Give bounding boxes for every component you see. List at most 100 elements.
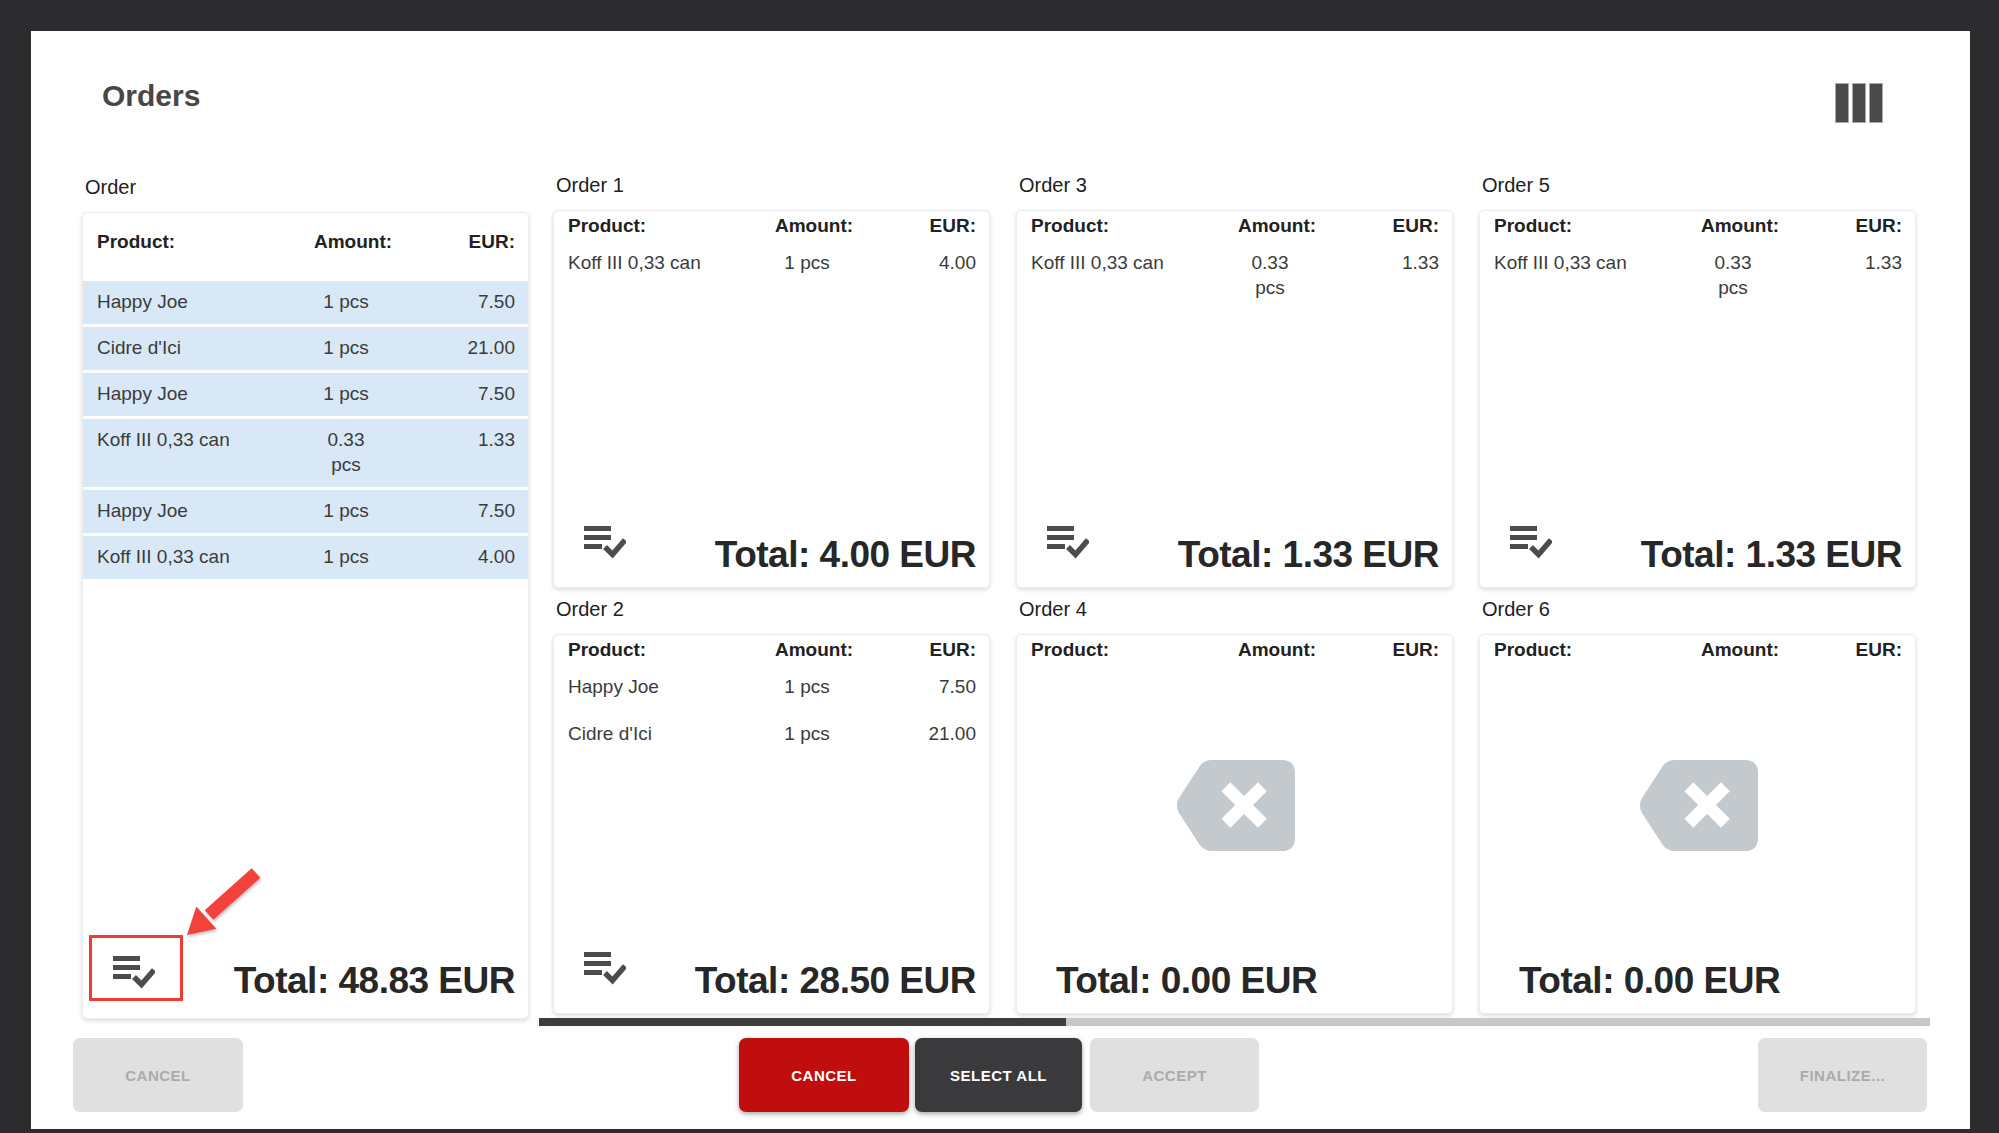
order-total: Total: 0.00 EUR	[1510, 962, 1902, 1000]
order-item-amt: 1 pcs	[314, 535, 378, 581]
order-total: Total: 48.83 EUR	[155, 962, 515, 1000]
order-card[interactable]: Product: Amount: EUR:	[1479, 634, 1916, 1014]
order-items-table: Product: Amount: EUR: Happy Joe1 pcs7.50…	[83, 213, 528, 582]
order-item-eur: 4.00	[378, 535, 528, 581]
order-item-row[interactable]: Happy Joe1 pcs7.50	[554, 668, 989, 715]
order-cell: Order 2 Product: Amount: EUR: Happy Joe1…	[553, 597, 990, 1014]
order-item-prod: Koff III 0,33 can	[554, 244, 775, 291]
order-card[interactable]: Product: Amount: EUR: Koff III 0,33 can1…	[553, 210, 990, 588]
accept-button[interactable]: ACCEPT	[1090, 1038, 1259, 1112]
col-header-eur: EUR:	[839, 635, 989, 668]
col-header-amount: Amount:	[775, 635, 839, 668]
col-header-amount: Amount:	[1238, 211, 1302, 244]
order-item-row[interactable]: Happy Joe1 pcs7.50	[83, 372, 528, 418]
col-header-eur: EUR:	[1765, 211, 1915, 244]
order-item-eur: 7.50	[839, 668, 989, 715]
table-header-row: Product: Amount: EUR:	[83, 213, 528, 281]
order-item-prod: Cidre d'Ici	[554, 715, 775, 762]
order-item-row[interactable]: Happy Joe1 pcs7.50	[83, 281, 528, 326]
order-item-eur: 21.00	[378, 326, 528, 372]
order-cell: Order 1 Product: Amount: EUR: Koff III 0…	[553, 173, 990, 588]
order-label: Order	[82, 175, 529, 199]
col-header-product: Product:	[1480, 211, 1701, 244]
order-label: Order 3	[1016, 173, 1453, 197]
col-header-amount: Amount:	[1701, 635, 1765, 668]
checklist-icon	[1047, 524, 1089, 560]
order-total: Total: 28.50 EUR	[626, 962, 976, 1000]
order-item-amt: 1 pcs	[314, 326, 378, 372]
order-cell: Order 3 Product: Amount: EUR: Koff III 0…	[1016, 173, 1453, 588]
select-all-button[interactable]: SELECT ALL	[915, 1038, 1082, 1112]
col-header-product: Product:	[83, 213, 314, 281]
checklist-icon	[584, 524, 626, 560]
order-item-amt: 1 pcs	[314, 281, 378, 326]
col-header-amount: Amount:	[1238, 635, 1302, 668]
clear-x-icon	[1175, 759, 1295, 852]
horizontal-scrollbar[interactable]	[539, 1018, 1930, 1026]
table-header-row: Product: Amount: EUR:	[554, 635, 989, 668]
column-view-icon[interactable]	[1835, 83, 1887, 123]
column-bar	[1835, 83, 1849, 123]
order-item-prod: Happy Joe	[83, 372, 314, 418]
order-item-eur: 7.50	[378, 489, 528, 535]
annotation-highlight-box	[89, 935, 183, 1001]
order-item-row[interactable]: Happy Joe1 pcs7.50	[83, 489, 528, 535]
order-label: Order 6	[1479, 597, 1916, 621]
order-item-amt: 1 pcs	[775, 668, 839, 715]
col-header-eur: EUR:	[839, 211, 989, 244]
finalize-button[interactable]: FINALIZE...	[1758, 1038, 1927, 1112]
col-header-amount: Amount:	[1701, 211, 1765, 244]
order-item-row[interactable]: Koff III 0,33 can0.33 pcs1.33	[1017, 244, 1452, 316]
order-items-table: Product: Amount: EUR: Happy Joe1 pcs7.50…	[554, 635, 989, 762]
order-label: Order 4	[1016, 597, 1453, 621]
col-header-product: Product:	[1480, 635, 1701, 668]
order-item-row[interactable]: Koff III 0,33 can0.33 pcs1.33	[1480, 244, 1915, 316]
order-item-row[interactable]: Koff III 0,33 can1 pcs4.00	[554, 244, 989, 291]
order-item-eur: 1.33	[1765, 244, 1915, 316]
order-items-table: Product: Amount: EUR:	[1017, 635, 1452, 668]
order-item-amt: 1 pcs	[314, 489, 378, 535]
col-header-eur: EUR:	[1302, 211, 1452, 244]
order-total: Total: 0.00 EUR	[1047, 962, 1439, 1000]
table-header-row: Product: Amount: EUR:	[554, 211, 989, 244]
order-item-prod: Koff III 0,33 can	[83, 418, 314, 489]
column-bar	[1869, 83, 1883, 123]
order-item-amt: 1 pcs	[314, 372, 378, 418]
order-items-table: Product: Amount: EUR: Koff III 0,33 can0…	[1480, 211, 1915, 316]
cancel-button-left[interactable]: CANCEL	[73, 1038, 243, 1112]
order-items-table: Product: Amount: EUR: Koff III 0,33 can0…	[1017, 211, 1452, 316]
page-title: Orders	[102, 79, 200, 113]
col-header-amount: Amount:	[775, 211, 839, 244]
order-items-table: Product: Amount: EUR: Koff III 0,33 can1…	[554, 211, 989, 291]
order-item-amt: 1 pcs	[775, 715, 839, 762]
cancel-button[interactable]: CANCEL	[739, 1038, 909, 1112]
order-card[interactable]: Product: Amount: EUR: Happy Joe1 pcs7.50…	[553, 634, 990, 1014]
main-order-cell: Order Product: Amount: EUR: Happy Joe1 p…	[82, 175, 529, 1019]
order-item-eur: 1.33	[378, 418, 528, 489]
order-card[interactable]: Product: Amount: EUR: Koff III 0,33 can0…	[1479, 210, 1916, 588]
main-order-card[interactable]: Product: Amount: EUR: Happy Joe1 pcs7.50…	[82, 212, 529, 1019]
order-card[interactable]: Product: Amount: EUR:	[1016, 634, 1453, 1014]
checklist-icon	[1510, 524, 1552, 560]
order-item-amt: 0.33 pcs	[314, 418, 378, 489]
order-card[interactable]: Product: Amount: EUR: Koff III 0,33 can0…	[1016, 210, 1453, 588]
col-header-product: Product:	[1017, 211, 1238, 244]
order-label: Order 1	[553, 173, 990, 197]
card-footer: Total: 1.33 EUR	[1017, 524, 1452, 587]
order-item-row[interactable]: Cidre d'Ici1 pcs21.00	[83, 326, 528, 372]
checklist-icon	[584, 950, 626, 986]
order-item-row[interactable]: Koff III 0,33 can1 pcs4.00	[83, 535, 528, 581]
order-item-row[interactable]: Koff III 0,33 can0.33 pcs1.33	[83, 418, 528, 489]
order-label: Order 2	[553, 597, 990, 621]
order-item-row[interactable]: Cidre d'Ici1 pcs21.00	[554, 715, 989, 762]
scrollbar-thumb[interactable]	[539, 1018, 1066, 1026]
order-item-eur: 7.50	[378, 372, 528, 418]
order-item-prod: Happy Joe	[83, 281, 314, 326]
order-item-eur: 7.50	[378, 281, 528, 326]
order-item-prod: Koff III 0,33 can	[83, 535, 314, 581]
card-footer: Total: 1.33 EUR	[1480, 524, 1915, 587]
order-total: Total: 1.33 EUR	[1552, 536, 1902, 574]
table-header-row: Product: Amount: EUR:	[1480, 211, 1915, 244]
col-header-eur: EUR:	[378, 213, 528, 281]
order-items-table: Product: Amount: EUR:	[1480, 635, 1915, 668]
